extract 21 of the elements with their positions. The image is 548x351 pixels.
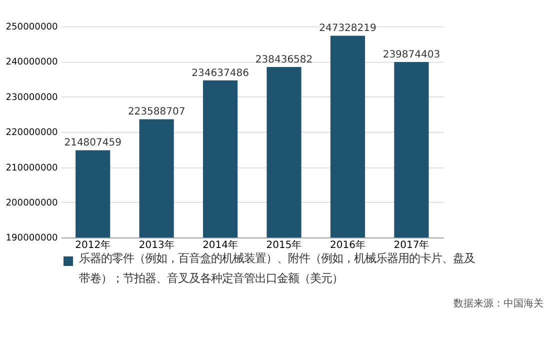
data-label: 239874403 bbox=[382, 49, 440, 60]
x-tick-label: 2014年 bbox=[202, 238, 238, 251]
x-tick-label: 2015年 bbox=[266, 238, 302, 251]
x-tick-label: 2016年 bbox=[330, 238, 366, 251]
data-label: 238436582 bbox=[255, 54, 313, 66]
y-tick-label: 220000000 bbox=[6, 128, 58, 138]
y-tick-label: 210000000 bbox=[6, 163, 58, 174]
y-tick-label: 230000000 bbox=[6, 92, 58, 103]
data-label: 247328219 bbox=[319, 23, 376, 34]
data-label: 214807459 bbox=[64, 138, 122, 149]
x-tick-label: 2012年 bbox=[75, 238, 111, 251]
x-tick-label: 2013年 bbox=[138, 238, 174, 251]
data-label: 223588707 bbox=[128, 106, 186, 118]
y-tick-label: 190000000 bbox=[6, 234, 58, 244]
source-note: 数据来源：中国海关 bbox=[453, 298, 544, 310]
data-label: 234637486 bbox=[192, 68, 249, 79]
y-tick-label: 200000000 bbox=[6, 198, 58, 208]
y-tick-label: 250000000 bbox=[6, 22, 58, 33]
x-tick-label: 2017年 bbox=[394, 238, 430, 251]
legend-label: 乐器的零件（例如，百音盒的机械装置）、附件（例如，机械乐器用的卡片、盘及带卷）；节拍器、音叉及各种定音管出口金额（美元） bbox=[79, 251, 476, 286]
y-tick-label: 240000000 bbox=[6, 58, 58, 68]
